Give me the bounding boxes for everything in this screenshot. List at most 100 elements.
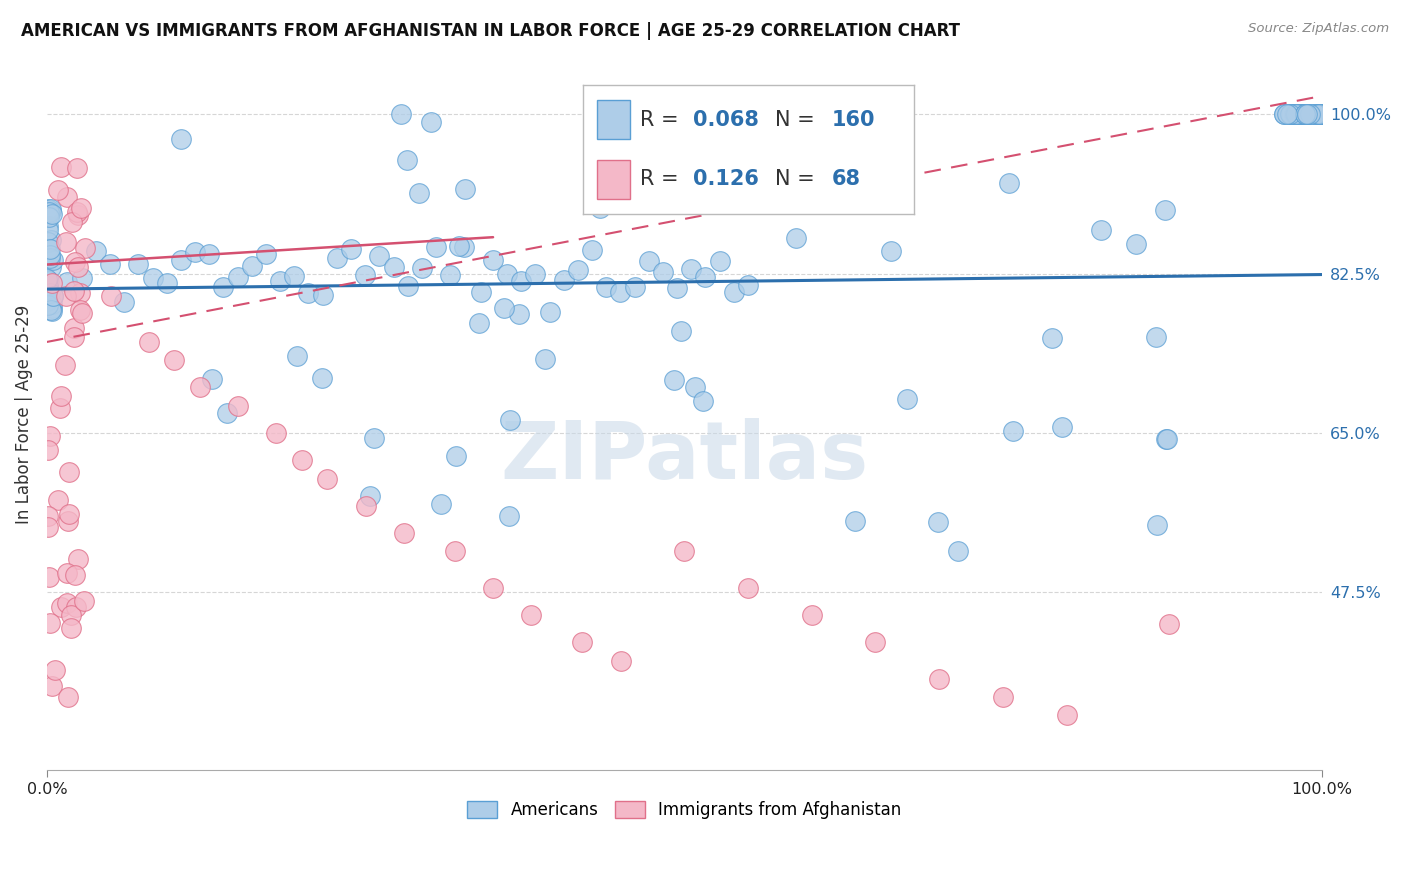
Point bbox=[56, 566, 79, 581]
Point bbox=[60, 215, 83, 229]
Point bbox=[65, 600, 87, 615]
Point bbox=[51, 389, 73, 403]
Point bbox=[39, 203, 62, 218]
Point bbox=[683, 380, 706, 394]
Point bbox=[723, 285, 745, 299]
Point bbox=[69, 285, 91, 300]
Point bbox=[291, 453, 314, 467]
Point bbox=[443, 544, 465, 558]
Point bbox=[1308, 107, 1330, 121]
Point bbox=[1125, 237, 1147, 252]
Point bbox=[382, 260, 405, 275]
Point bbox=[62, 330, 84, 344]
Point bbox=[498, 509, 520, 524]
Point bbox=[368, 248, 391, 262]
Text: R =: R = bbox=[640, 110, 678, 129]
Text: 0.126: 0.126 bbox=[693, 169, 758, 189]
Point bbox=[637, 254, 659, 268]
Text: 0.068: 0.068 bbox=[693, 110, 758, 129]
Point bbox=[62, 320, 84, 334]
Point bbox=[1286, 107, 1309, 121]
Point bbox=[1309, 107, 1331, 121]
Point bbox=[39, 233, 62, 247]
Point bbox=[66, 208, 89, 222]
Point bbox=[1291, 107, 1313, 121]
Point bbox=[439, 268, 461, 283]
Point bbox=[112, 295, 135, 310]
Point bbox=[70, 306, 93, 320]
Point bbox=[37, 202, 59, 216]
Point bbox=[55, 289, 77, 303]
Point bbox=[389, 107, 412, 121]
Point bbox=[58, 465, 80, 479]
Point bbox=[41, 276, 63, 290]
Point bbox=[84, 244, 107, 258]
Point bbox=[623, 279, 645, 293]
Point bbox=[60, 621, 83, 635]
Point bbox=[411, 260, 433, 275]
Point bbox=[37, 223, 59, 237]
Point bbox=[163, 353, 186, 368]
Point bbox=[363, 431, 385, 445]
Point bbox=[928, 672, 950, 686]
Point bbox=[156, 276, 179, 290]
Point bbox=[37, 520, 59, 534]
Point bbox=[37, 208, 59, 222]
Point bbox=[571, 635, 593, 649]
Point bbox=[297, 285, 319, 300]
Point bbox=[1154, 432, 1177, 446]
Point bbox=[73, 594, 96, 608]
Point bbox=[553, 273, 575, 287]
Point bbox=[865, 635, 887, 649]
Point bbox=[73, 241, 96, 255]
Point bbox=[340, 242, 363, 256]
Text: AMERICAN VS IMMIGRANTS FROM AFGHANISTAN IN LABOR FORCE | AGE 25-29 CORRELATION C: AMERICAN VS IMMIGRANTS FROM AFGHANISTAN … bbox=[21, 22, 960, 40]
Point bbox=[41, 260, 63, 274]
Point bbox=[38, 248, 60, 262]
Point bbox=[408, 186, 430, 200]
Point bbox=[1144, 330, 1167, 344]
Point bbox=[1156, 433, 1178, 447]
Point bbox=[39, 202, 62, 216]
Point bbox=[56, 514, 79, 528]
Point bbox=[46, 183, 69, 197]
Point bbox=[492, 301, 515, 316]
Point bbox=[38, 242, 60, 256]
Point bbox=[673, 544, 696, 558]
Point bbox=[425, 239, 447, 253]
Point bbox=[53, 359, 76, 373]
Point bbox=[589, 201, 612, 215]
Text: N =: N = bbox=[775, 169, 815, 189]
Point bbox=[41, 679, 63, 693]
Point bbox=[1296, 107, 1319, 121]
Point bbox=[226, 399, 249, 413]
Point bbox=[1294, 107, 1316, 121]
Point bbox=[37, 442, 59, 457]
Point bbox=[215, 406, 238, 420]
Point bbox=[1288, 107, 1310, 121]
Point bbox=[429, 498, 451, 512]
Point bbox=[66, 161, 89, 175]
Point bbox=[1291, 107, 1313, 121]
Bar bbox=[596, 160, 630, 199]
Point bbox=[63, 255, 86, 269]
Point bbox=[581, 243, 603, 257]
Point bbox=[188, 380, 211, 394]
Point bbox=[538, 305, 561, 319]
Point bbox=[55, 235, 77, 249]
Point bbox=[49, 599, 72, 614]
Text: Source: ZipAtlas.com: Source: ZipAtlas.com bbox=[1249, 22, 1389, 36]
Point bbox=[1309, 107, 1331, 121]
Point bbox=[37, 274, 59, 288]
Point bbox=[510, 274, 533, 288]
Point bbox=[49, 401, 72, 415]
Point bbox=[599, 186, 621, 200]
Point bbox=[470, 285, 492, 300]
Point bbox=[316, 471, 339, 485]
Point bbox=[1278, 107, 1301, 121]
Point bbox=[927, 515, 949, 529]
Point bbox=[1154, 202, 1177, 217]
Point bbox=[41, 207, 63, 221]
Point bbox=[844, 514, 866, 528]
Point bbox=[170, 252, 193, 267]
